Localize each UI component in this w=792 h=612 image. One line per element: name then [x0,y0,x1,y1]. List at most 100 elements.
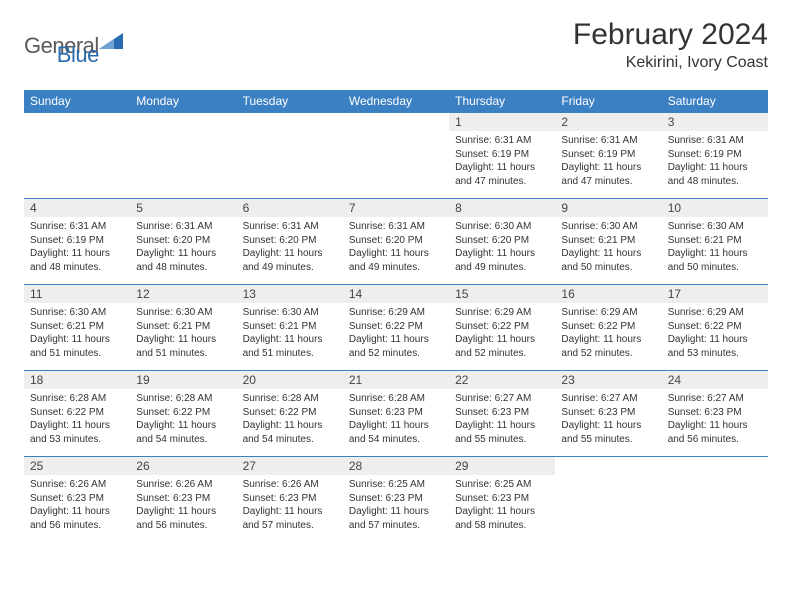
calendar-day-cell: 11Sunrise: 6:30 AMSunset: 6:21 PMDayligh… [24,285,130,371]
calendar-week-row: 11Sunrise: 6:30 AMSunset: 6:21 PMDayligh… [24,285,768,371]
day-number: 1 [449,113,555,131]
calendar-day-cell: 25Sunrise: 6:26 AMSunset: 6:23 PMDayligh… [24,457,130,543]
day-details: Sunrise: 6:25 AMSunset: 6:23 PMDaylight:… [343,475,449,538]
day-number [343,113,449,131]
day-details: Sunrise: 6:28 AMSunset: 6:22 PMDaylight:… [237,389,343,452]
weekday-header: Thursday [449,90,555,113]
day-details: Sunrise: 6:26 AMSunset: 6:23 PMDaylight:… [24,475,130,538]
weekday-header: Tuesday [237,90,343,113]
day-number [555,457,661,475]
day-number [662,457,768,475]
day-details: Sunrise: 6:27 AMSunset: 6:23 PMDaylight:… [662,389,768,452]
day-details: Sunrise: 6:31 AMSunset: 6:20 PMDaylight:… [343,217,449,280]
day-number [24,113,130,131]
calendar-day-cell: 3Sunrise: 6:31 AMSunset: 6:19 PMDaylight… [662,113,768,199]
calendar-day-cell [24,113,130,199]
calendar-day-cell: 19Sunrise: 6:28 AMSunset: 6:22 PMDayligh… [130,371,236,457]
weekday-header: Saturday [662,90,768,113]
calendar-day-cell: 6Sunrise: 6:31 AMSunset: 6:20 PMDaylight… [237,199,343,285]
calendar-day-cell [343,113,449,199]
calendar-day-cell: 14Sunrise: 6:29 AMSunset: 6:22 PMDayligh… [343,285,449,371]
day-details: Sunrise: 6:29 AMSunset: 6:22 PMDaylight:… [449,303,555,366]
day-number: 18 [24,371,130,389]
day-number: 15 [449,285,555,303]
day-number: 2 [555,113,661,131]
title-block: February 2024 Kekirini, Ivory Coast [573,18,768,72]
day-details: Sunrise: 6:31 AMSunset: 6:19 PMDaylight:… [24,217,130,280]
day-number: 14 [343,285,449,303]
calendar-day-cell: 9Sunrise: 6:30 AMSunset: 6:21 PMDaylight… [555,199,661,285]
day-number: 8 [449,199,555,217]
calendar-day-cell: 4Sunrise: 6:31 AMSunset: 6:19 PMDaylight… [24,199,130,285]
day-number [237,113,343,131]
calendar-day-cell: 15Sunrise: 6:29 AMSunset: 6:22 PMDayligh… [449,285,555,371]
day-details: Sunrise: 6:25 AMSunset: 6:23 PMDaylight:… [449,475,555,538]
day-number: 5 [130,199,236,217]
calendar-week-row: 4Sunrise: 6:31 AMSunset: 6:19 PMDaylight… [24,199,768,285]
day-details: Sunrise: 6:31 AMSunset: 6:19 PMDaylight:… [449,131,555,194]
calendar-day-cell: 5Sunrise: 6:31 AMSunset: 6:20 PMDaylight… [130,199,236,285]
calendar-day-cell: 27Sunrise: 6:26 AMSunset: 6:23 PMDayligh… [237,457,343,543]
day-details: Sunrise: 6:29 AMSunset: 6:22 PMDaylight:… [662,303,768,366]
day-number: 28 [343,457,449,475]
day-number: 20 [237,371,343,389]
day-details: Sunrise: 6:28 AMSunset: 6:22 PMDaylight:… [130,389,236,452]
day-number: 26 [130,457,236,475]
weekday-header: Wednesday [343,90,449,113]
day-details: Sunrise: 6:29 AMSunset: 6:22 PMDaylight:… [555,303,661,366]
day-details: Sunrise: 6:30 AMSunset: 6:21 PMDaylight:… [662,217,768,280]
month-title: February 2024 [573,18,768,52]
day-details: Sunrise: 6:28 AMSunset: 6:22 PMDaylight:… [24,389,130,452]
day-details: Sunrise: 6:27 AMSunset: 6:23 PMDaylight:… [555,389,661,452]
calendar-day-cell [237,113,343,199]
calendar-day-cell: 7Sunrise: 6:31 AMSunset: 6:20 PMDaylight… [343,199,449,285]
day-details: Sunrise: 6:31 AMSunset: 6:19 PMDaylight:… [555,131,661,194]
day-details: Sunrise: 6:30 AMSunset: 6:21 PMDaylight:… [130,303,236,366]
day-details: Sunrise: 6:26 AMSunset: 6:23 PMDaylight:… [130,475,236,538]
day-number: 29 [449,457,555,475]
calendar-day-cell: 17Sunrise: 6:29 AMSunset: 6:22 PMDayligh… [662,285,768,371]
calendar-day-cell: 10Sunrise: 6:30 AMSunset: 6:21 PMDayligh… [662,199,768,285]
calendar-day-cell: 8Sunrise: 6:30 AMSunset: 6:20 PMDaylight… [449,199,555,285]
calendar-week-row: 1Sunrise: 6:31 AMSunset: 6:19 PMDaylight… [24,113,768,199]
brand-text-2: Blue [57,42,99,68]
weekday-header-row: SundayMondayTuesdayWednesdayThursdayFrid… [24,90,768,113]
brand-logo: General Blue [24,18,99,68]
calendar-day-cell: 22Sunrise: 6:27 AMSunset: 6:23 PMDayligh… [449,371,555,457]
calendar-day-cell: 16Sunrise: 6:29 AMSunset: 6:22 PMDayligh… [555,285,661,371]
calendar-day-cell: 12Sunrise: 6:30 AMSunset: 6:21 PMDayligh… [130,285,236,371]
day-number: 4 [24,199,130,217]
day-number: 10 [662,199,768,217]
day-details: Sunrise: 6:30 AMSunset: 6:21 PMDaylight:… [24,303,130,366]
day-number: 27 [237,457,343,475]
calendar-day-cell: 18Sunrise: 6:28 AMSunset: 6:22 PMDayligh… [24,371,130,457]
day-number: 7 [343,199,449,217]
day-details: Sunrise: 6:30 AMSunset: 6:21 PMDaylight:… [237,303,343,366]
day-number: 22 [449,371,555,389]
calendar-day-cell: 20Sunrise: 6:28 AMSunset: 6:22 PMDayligh… [237,371,343,457]
header: General Blue February 2024 Kekirini, Ivo… [24,18,768,72]
weekday-header: Monday [130,90,236,113]
day-number: 12 [130,285,236,303]
day-number: 16 [555,285,661,303]
day-number: 23 [555,371,661,389]
day-details: Sunrise: 6:27 AMSunset: 6:23 PMDaylight:… [449,389,555,452]
day-number: 19 [130,371,236,389]
location-label: Kekirini, Ivory Coast [573,54,768,72]
calendar-day-cell: 13Sunrise: 6:30 AMSunset: 6:21 PMDayligh… [237,285,343,371]
day-number: 3 [662,113,768,131]
day-number: 11 [24,285,130,303]
day-details: Sunrise: 6:30 AMSunset: 6:21 PMDaylight:… [555,217,661,280]
weekday-header: Sunday [24,90,130,113]
day-number: 24 [662,371,768,389]
calendar-week-row: 25Sunrise: 6:26 AMSunset: 6:23 PMDayligh… [24,457,768,543]
day-details: Sunrise: 6:31 AMSunset: 6:20 PMDaylight:… [130,217,236,280]
calendar-day-cell: 29Sunrise: 6:25 AMSunset: 6:23 PMDayligh… [449,457,555,543]
calendar-day-cell: 23Sunrise: 6:27 AMSunset: 6:23 PMDayligh… [555,371,661,457]
day-number: 17 [662,285,768,303]
calendar-day-cell [662,457,768,543]
weekday-header: Friday [555,90,661,113]
day-number: 6 [237,199,343,217]
day-details: Sunrise: 6:31 AMSunset: 6:20 PMDaylight:… [237,217,343,280]
calendar-day-cell: 28Sunrise: 6:25 AMSunset: 6:23 PMDayligh… [343,457,449,543]
